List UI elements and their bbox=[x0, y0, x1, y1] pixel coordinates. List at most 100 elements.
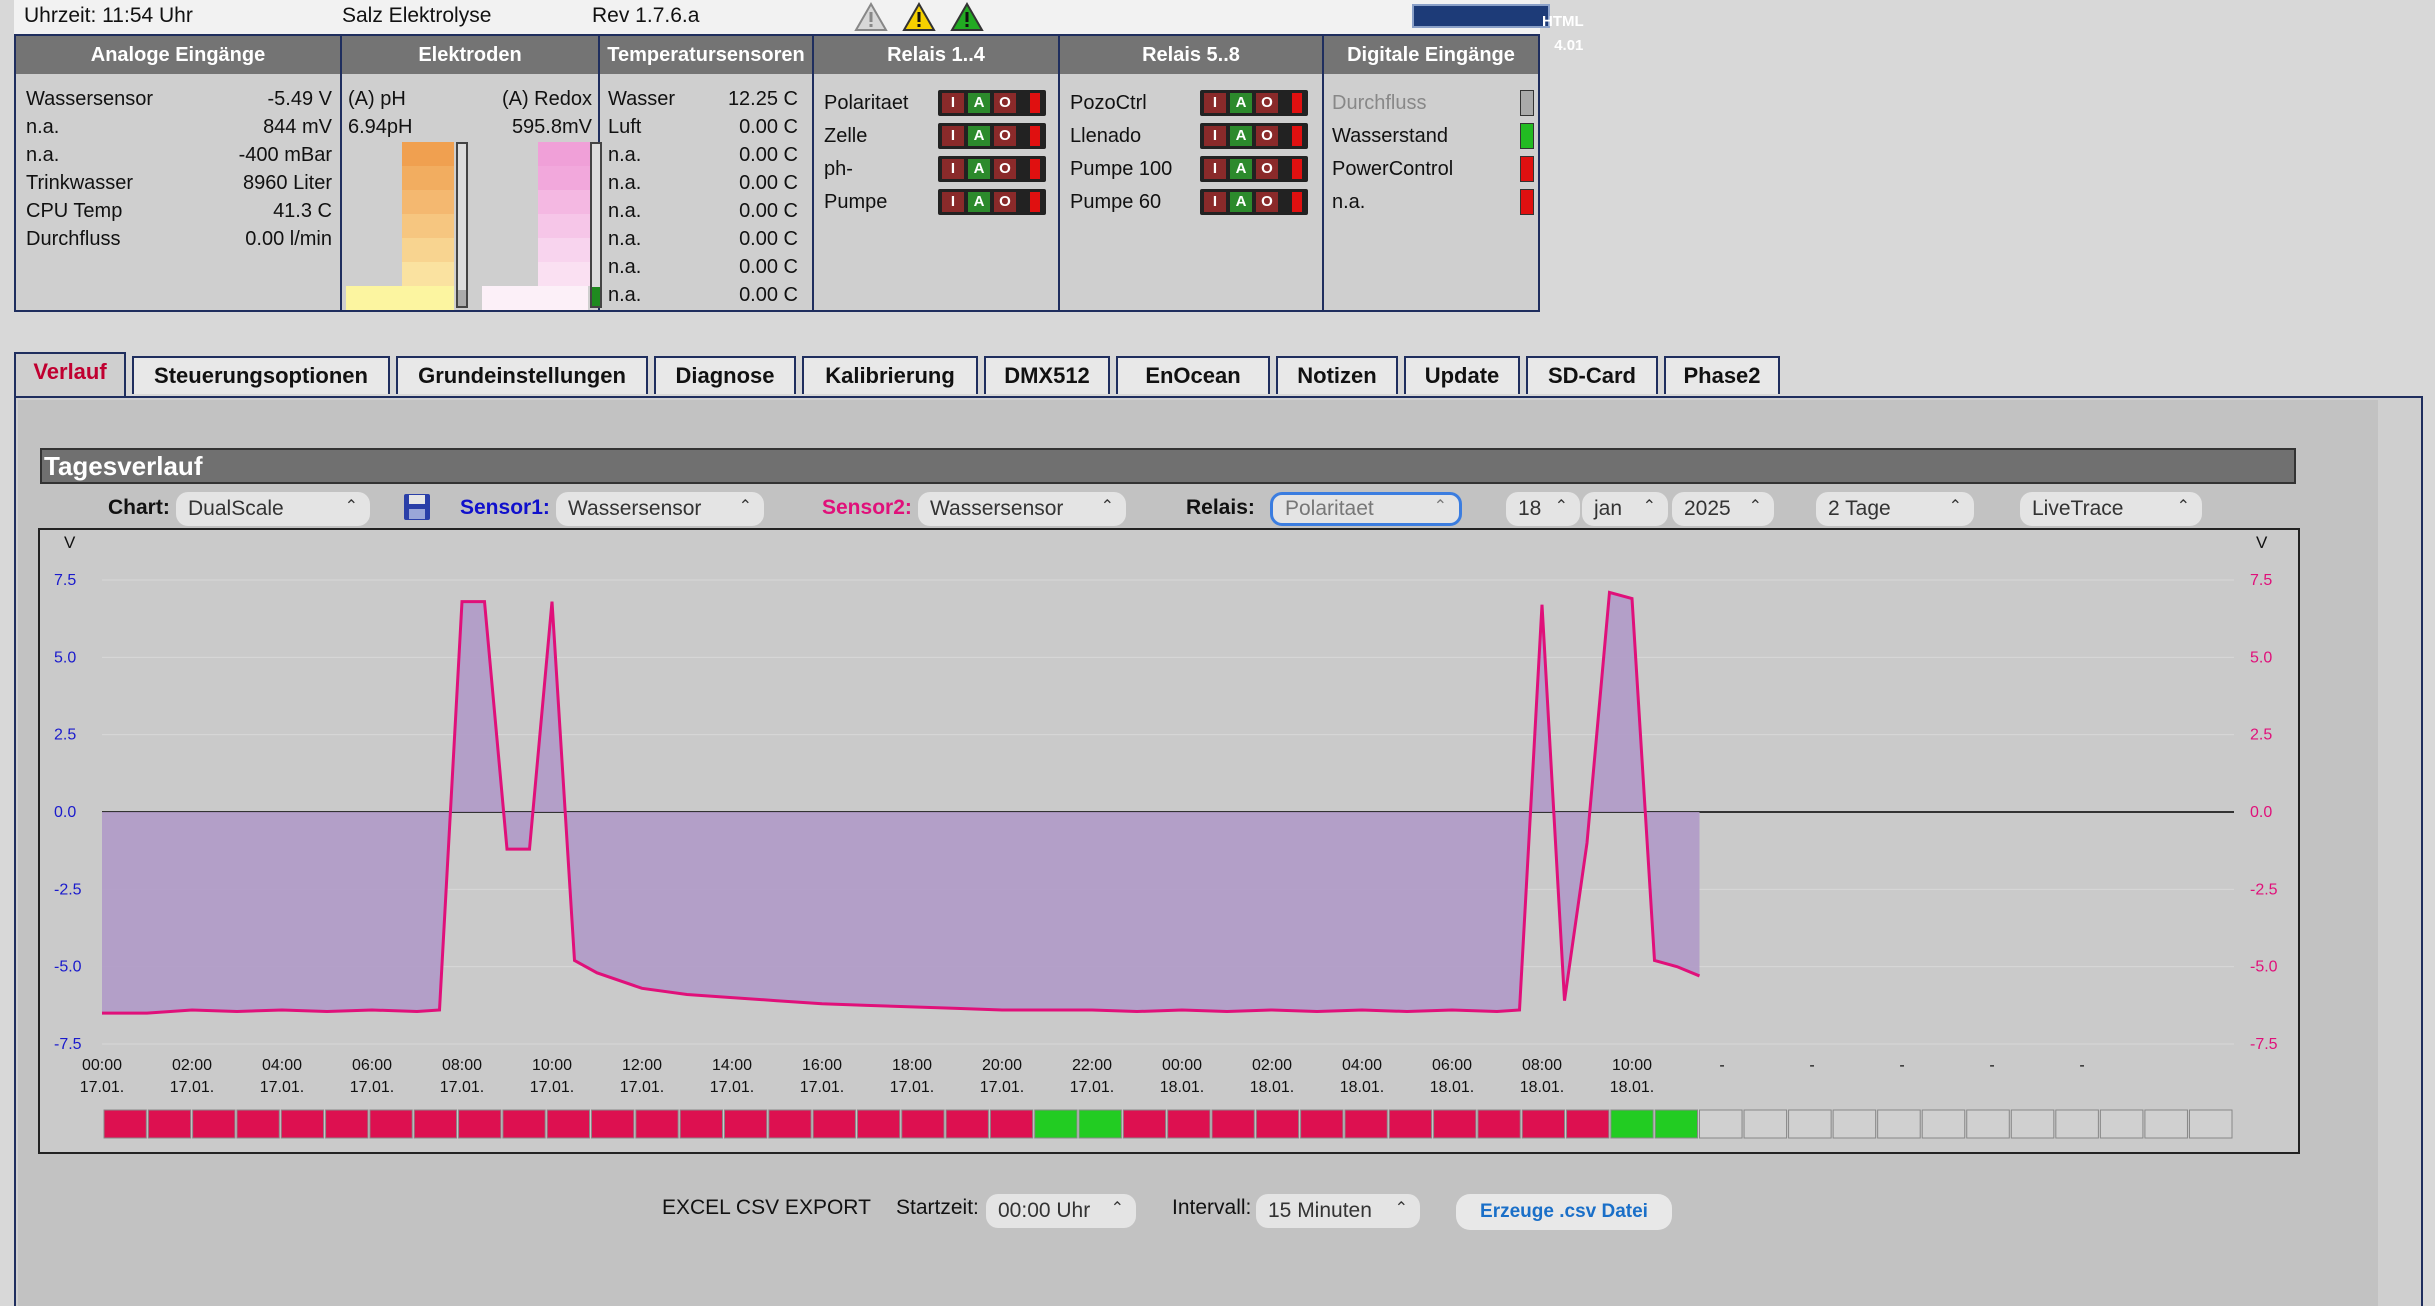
analog-row-value: -5.49 V bbox=[267, 88, 332, 110]
ph-value: 6.94pH bbox=[348, 116, 413, 138]
analog-row-label: n.a. bbox=[26, 116, 60, 138]
ph-scale-segment bbox=[402, 262, 454, 286]
x-tick-time: 08:00 bbox=[1522, 1057, 1562, 1074]
relay-button-o[interactable]: O bbox=[994, 93, 1016, 113]
relay-button-a[interactable]: A bbox=[968, 159, 990, 179]
x-tick-time: - bbox=[2079, 1057, 2084, 1074]
relay-button-a[interactable]: A bbox=[1230, 192, 1252, 212]
ph-scale-segment bbox=[402, 166, 454, 190]
relay-strip-slot bbox=[1255, 1109, 1300, 1139]
relay-state-led bbox=[1030, 93, 1040, 113]
chart-svg: 7.5 7.5 5.0 5.0 2.5 2.5 0.0 0.0 -2.5 -2.5 -5.0 -5.0… bbox=[54, 533, 2278, 1139]
temp-row-value: 12.25 C bbox=[727, 88, 798, 110]
tab-enocean[interactable]: EnOcean bbox=[1116, 356, 1270, 394]
tab-steuerungsoptionen[interactable]: Steuerungsoptionen bbox=[132, 356, 390, 394]
analog-row-label: CPU Temp bbox=[26, 200, 123, 222]
y-tick-left: 0.0 bbox=[54, 804, 76, 821]
temp-row-value: 0.00 C bbox=[739, 228, 798, 250]
relay-button-i[interactable]: I bbox=[1204, 93, 1226, 113]
y-tick-right: -5.0 bbox=[2250, 959, 2278, 976]
x-tick-date: 18.01. bbox=[1610, 1079, 1654, 1096]
tab-update[interactable]: Update bbox=[1404, 356, 1520, 394]
range-value: 2 Tage bbox=[1828, 497, 1891, 520]
tab-verlauf[interactable]: Verlauf bbox=[14, 352, 126, 398]
relay-button-a[interactable]: A bbox=[968, 93, 990, 113]
x-tick-time: 06:00 bbox=[1432, 1057, 1472, 1074]
relais-value: Polaritaet bbox=[1285, 497, 1374, 520]
year-select[interactable]: 2025 bbox=[1672, 490, 1774, 526]
create-csv-button[interactable]: Erzeuge .csv Datei bbox=[1456, 1194, 1672, 1230]
relay-button-a[interactable]: A bbox=[1230, 93, 1252, 113]
relay-button-i[interactable]: I bbox=[942, 126, 964, 146]
relay-button-a[interactable]: A bbox=[968, 192, 990, 212]
tab-phase2[interactable]: Phase2 bbox=[1664, 356, 1780, 394]
x-tick-time: 20:00 bbox=[982, 1057, 1022, 1074]
revision-text: Rev 1.7.6.a bbox=[592, 4, 700, 27]
relay-button-o[interactable]: O bbox=[1256, 192, 1278, 212]
relay-button-a[interactable]: A bbox=[1230, 126, 1252, 146]
ph-scale-segment bbox=[346, 286, 454, 310]
x-tick-time: 22:00 bbox=[1072, 1057, 1112, 1074]
relay-strip-slot bbox=[635, 1109, 679, 1139]
x-tick-date: 17.01. bbox=[710, 1079, 754, 1096]
ph-gauge-fill bbox=[458, 290, 466, 306]
relay-button-o[interactable]: O bbox=[1256, 126, 1278, 146]
tab-kalibrierung[interactable]: Kalibrierung bbox=[802, 356, 978, 394]
relay-button-o[interactable]: O bbox=[1256, 93, 1278, 113]
temp-row-label: Luft bbox=[608, 116, 642, 138]
relay-strip-slot bbox=[1211, 1109, 1255, 1139]
ph-scale-segment bbox=[402, 142, 454, 166]
relay-button-o[interactable]: O bbox=[1256, 159, 1278, 179]
range-select[interactable]: 2 Tage bbox=[1816, 490, 1974, 526]
relais-select[interactable]: Polaritaet bbox=[1270, 492, 1462, 526]
relais14-row-label: Zelle bbox=[824, 125, 868, 147]
temp-row-label: n.a. bbox=[608, 256, 642, 278]
digital-inputs-column: Digitale Eingänge Durchfluss Wasserstand P… bbox=[1324, 36, 1538, 310]
x-tick-time: 02:00 bbox=[1252, 1057, 1292, 1074]
relay-strip-slot bbox=[325, 1109, 369, 1139]
relay-button-o[interactable]: O bbox=[994, 126, 1016, 146]
tab-grundeinstellungen[interactable]: Grundeinstellungen bbox=[396, 356, 648, 394]
sensor2-select[interactable]: Wassersensor bbox=[918, 490, 1126, 526]
tab-dmx512[interactable]: DMX512 bbox=[984, 356, 1110, 394]
day-select[interactable]: 18 bbox=[1506, 490, 1580, 526]
relay-strip-slot bbox=[1699, 1109, 1743, 1139]
top-bar: Uhrzeit: 11:54 Uhr Salz Elektrolyse Rev … bbox=[14, 0, 1584, 54]
relay-button-i[interactable]: I bbox=[942, 93, 964, 113]
relay-button-i[interactable]: I bbox=[1204, 159, 1226, 179]
y-tick-right: 0.0 bbox=[2250, 804, 2272, 821]
relay-strip-slot bbox=[413, 1109, 458, 1139]
tab-notizen[interactable]: Notizen bbox=[1276, 356, 1398, 394]
relay-strip-slot bbox=[1122, 1109, 1167, 1139]
sensor1-select[interactable]: Wassersensor bbox=[556, 490, 764, 526]
save-icon[interactable] bbox=[402, 492, 432, 522]
relay-strip-slot bbox=[236, 1109, 280, 1139]
warning-green-icon bbox=[950, 2, 984, 31]
html-validator-badge[interactable]: HTML 4.01 bbox=[1412, 4, 1584, 54]
relay-button-i[interactable]: I bbox=[1204, 192, 1226, 212]
relay-button-i[interactable]: I bbox=[1204, 126, 1226, 146]
relay-strip-slot bbox=[2099, 1109, 2144, 1139]
relay-button-i[interactable]: I bbox=[942, 192, 964, 212]
relay-button-a[interactable]: A bbox=[1230, 159, 1252, 179]
y-tick-right: 7.5 bbox=[2250, 572, 2272, 589]
x-tick-time: 08:00 bbox=[442, 1057, 482, 1074]
chart-type-select[interactable]: DualScale bbox=[176, 490, 370, 526]
ph-label: (A) pH bbox=[348, 88, 406, 110]
relay-button-o[interactable]: O bbox=[994, 159, 1016, 179]
start-time-select[interactable]: 00:00 Uhr bbox=[986, 1192, 1136, 1228]
relay-button-a[interactable]: A bbox=[968, 126, 990, 146]
mode-select[interactable]: LiveTrace bbox=[2020, 490, 2202, 526]
tab-diagnose[interactable]: Diagnose bbox=[654, 356, 796, 394]
x-tick-date: 18.01. bbox=[1340, 1079, 1384, 1096]
temp-row-label: n.a. bbox=[608, 144, 642, 166]
month-select[interactable]: jan bbox=[1582, 490, 1668, 526]
relay-strip-slot bbox=[546, 1109, 591, 1139]
relay-strip-slot bbox=[2010, 1109, 2055, 1139]
tab-sd-card[interactable]: SD-Card bbox=[1526, 356, 1658, 394]
relay-button-o[interactable]: O bbox=[994, 192, 1016, 212]
relay-button-i[interactable]: I bbox=[942, 159, 964, 179]
relay-strip-slot bbox=[369, 1109, 413, 1139]
interval-select[interactable]: 15 Minuten bbox=[1256, 1192, 1420, 1228]
